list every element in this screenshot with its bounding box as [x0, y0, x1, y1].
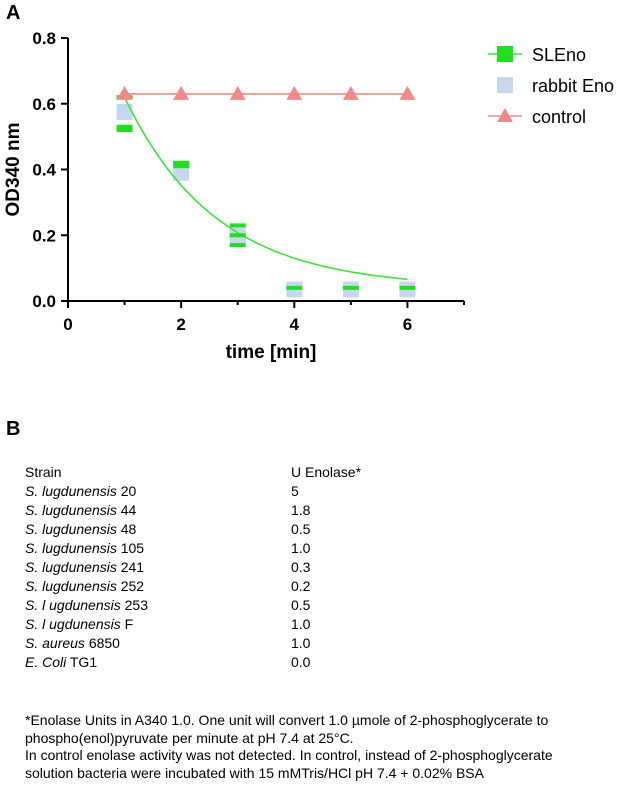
strain-cell: S. lugdunensis 20 [25, 482, 291, 501]
control-point [173, 85, 190, 100]
footnote: *Enolase Units in A340 1.0. One unit wil… [25, 712, 625, 782]
table-row: S. lugdunensis 105 1.0 [25, 539, 465, 558]
strain-cell: S. lugdunensis 105 [25, 539, 291, 558]
sleno-point [116, 124, 133, 129]
sleno-point [173, 160, 190, 165]
strain-species: S. lugdunensis [25, 559, 117, 575]
strain-cell: S. lugdunensis 241 [25, 558, 291, 577]
panel-b-label: B [6, 418, 21, 440]
footnote-line: phospho(enol)pyruvate per minute at pH 7… [25, 729, 354, 746]
y-tick-label: 0.8 [32, 29, 56, 48]
table-row: E. Coli TG1 0.0 [25, 653, 465, 672]
enolase-value-cell: 0.5 [291, 597, 311, 613]
strain-species: S. l ugdunensis [25, 597, 121, 613]
strain-cell: E. Coli TG1 [25, 653, 291, 672]
strain-id: 241 [120, 559, 145, 575]
strain-species: S. lugdunensis [25, 540, 117, 556]
legend-sleno-marker [497, 46, 513, 62]
header-strain: Strain [25, 464, 62, 480]
control-point [286, 85, 303, 100]
table-header-row: Strain U Enolase* [25, 463, 465, 482]
sleno-error-cap [229, 223, 246, 228]
enolase-value-cell: 0.0 [291, 654, 311, 670]
strain-species: S. aureus [25, 635, 85, 651]
y-tick-label: 0.6 [32, 95, 56, 114]
x-tick-label: 2 [176, 315, 185, 334]
control-point [399, 85, 416, 100]
enolase-value-cell: 0.5 [291, 521, 311, 537]
header-u-enolase: U Enolase* [291, 464, 362, 480]
strain-id: 252 [120, 578, 145, 594]
strain-id: 48 [120, 521, 137, 537]
rabbit-eno-point [116, 103, 133, 120]
enolase-value-cell: 5 [291, 483, 299, 499]
y-axis-label: OD340 nm [3, 123, 24, 217]
strain-cell: S. lugdunensis 48 [25, 520, 291, 539]
strain-species: S. lugdunensis [25, 521, 117, 537]
strain-cell: S. l ugdunensis F [25, 615, 291, 634]
y-tick-label: 0.0 [32, 292, 56, 311]
table-row: S. l ugdunensis 253 0.5 [25, 596, 465, 615]
x-tick-label: 0 [63, 315, 72, 334]
panel-a-label: A [6, 2, 21, 24]
strain-id: F [124, 616, 134, 632]
enolase-value-cell: 1.8 [291, 502, 311, 518]
y-tick-label: 0.2 [32, 226, 56, 245]
sleno-point [399, 285, 416, 290]
strain-species: S. lugdunensis [25, 578, 117, 594]
table-row: S. l ugdunensis F 1.0 [25, 615, 465, 634]
legend-control-marker [497, 108, 513, 122]
table-row: S. aureus 6850 1.0 [25, 634, 465, 653]
table-row: S. lugdunensis 20 5 [25, 482, 465, 501]
sleno-point [229, 233, 246, 238]
strain-species: E. Coli [25, 654, 67, 670]
strain-id: 20 [120, 483, 137, 499]
strain-cell: S. l ugdunensis 253 [25, 596, 291, 615]
footnote-line: *Enolase Units in A340 1.0. One unit wil… [25, 712, 549, 728]
sleno-error-cap [116, 128, 133, 133]
strain-id: 253 [124, 597, 148, 613]
legend-label-0: SLEno [532, 45, 586, 65]
control-point [342, 85, 359, 100]
table-row: S. lugdunensis 241 0.3 [25, 558, 465, 577]
strain-species: S. lugdunensis [25, 502, 117, 518]
footnote-line: In control enolase activity was not dete… [25, 747, 553, 763]
x-axis-label: time [min] [226, 342, 317, 363]
strain-species: S. l ugdunensis [25, 616, 121, 632]
strain-cell: S. lugdunensis 252 [25, 577, 291, 596]
footnote-line: solution bacteria were incubated with 15… [25, 764, 484, 781]
strain-id: 44 [120, 502, 137, 518]
legend-label-2: control [532, 107, 586, 127]
strain-id: 105 [120, 540, 145, 556]
strain-cell: S. lugdunensis 44 [25, 501, 291, 520]
rabbit-eno-point [173, 164, 190, 181]
control-point [229, 85, 246, 100]
legend-rabbit-marker [497, 77, 513, 93]
table-row: S. lugdunensis 252 0.2 [25, 577, 465, 596]
enolase-value-cell: 1.0 [291, 635, 311, 651]
enolase-value-cell: 0.2 [291, 578, 311, 594]
sleno-error-cap [229, 243, 246, 248]
sleno-error-cap [173, 164, 190, 169]
sleno-point [342, 285, 359, 290]
table-row: S. lugdunensis 44 1.8 [25, 501, 465, 520]
enolase-value-cell: 0.3 [291, 559, 311, 575]
enolase-value-cell: 1.0 [291, 540, 311, 556]
enolase-value-cell: 1.0 [291, 616, 311, 632]
sleno-fit-curve [123, 96, 408, 281]
strain-id: TG1 [69, 654, 98, 670]
y-tick-label: 0.4 [32, 161, 56, 180]
control-point [116, 85, 133, 100]
strain-id: 6850 [88, 635, 120, 651]
od340-time-chart: 0 2 4 6 0.0 0.2 0.4 0.6 0.8 time [min] OD340 nm SLE… [3, 29, 614, 363]
x-tick-label: 4 [290, 315, 300, 334]
table-row: S. lugdunensis 48 0.5 [25, 520, 465, 539]
strain-cell: S. aureus 6850 [25, 634, 291, 653]
legend-label-1: rabbit Eno [532, 76, 614, 96]
sleno-point [286, 285, 303, 290]
x-tick-label: 6 [403, 315, 412, 334]
enolase-table: Strain U Enolase* S. lugdunensis 20 5 S. l… [25, 463, 465, 672]
strain-species: S. lugdunensis [25, 483, 117, 499]
